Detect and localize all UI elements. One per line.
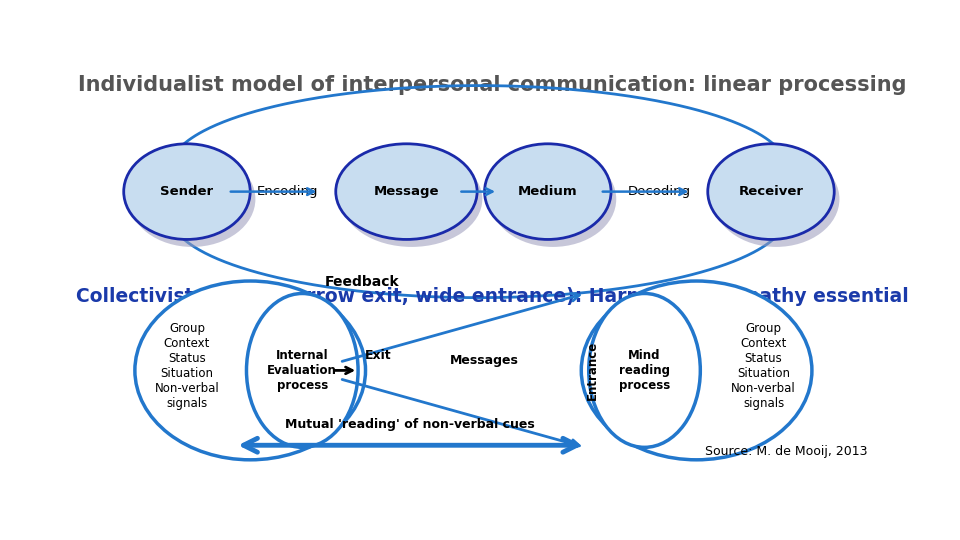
Ellipse shape — [134, 281, 366, 460]
Ellipse shape — [341, 151, 482, 247]
Text: Entrance: Entrance — [586, 341, 599, 400]
Text: Feedback: Feedback — [324, 275, 399, 289]
Text: Messages: Messages — [450, 354, 519, 367]
Ellipse shape — [124, 144, 251, 239]
Text: Message: Message — [373, 185, 439, 198]
Text: Decoding: Decoding — [628, 185, 691, 198]
Text: Individualist model of interpersonal communication: linear processing: Individualist model of interpersonal com… — [78, 75, 906, 95]
Text: Mind
reading
process: Mind reading process — [619, 349, 670, 392]
Text: Collectivist model (narrow exit, wide entrance): Harmony & empathy essential: Collectivist model (narrow exit, wide en… — [76, 287, 908, 306]
Ellipse shape — [490, 151, 616, 247]
Text: Receiver: Receiver — [738, 185, 804, 198]
Ellipse shape — [581, 281, 812, 460]
Ellipse shape — [336, 144, 477, 239]
Text: Exit: Exit — [365, 349, 392, 362]
Text: Mutual 'reading' of non-verbal cues: Mutual 'reading' of non-verbal cues — [285, 418, 535, 431]
Text: Group
Context
Status
Situation
Non-verbal
signals: Group Context Status Situation Non-verba… — [155, 322, 219, 410]
Ellipse shape — [588, 294, 700, 447]
Text: Group
Context
Status
Situation
Non-verbal
signals: Group Context Status Situation Non-verba… — [732, 322, 796, 410]
Ellipse shape — [247, 294, 358, 447]
Ellipse shape — [708, 144, 834, 239]
Text: Medium: Medium — [518, 185, 578, 198]
Text: Encoding: Encoding — [256, 185, 318, 198]
Ellipse shape — [713, 151, 839, 247]
Ellipse shape — [129, 151, 255, 247]
Text: Source: M. de Mooij, 2013: Source: M. de Mooij, 2013 — [705, 445, 867, 458]
Text: Internal
Evaluation
process: Internal Evaluation process — [267, 349, 337, 392]
Ellipse shape — [485, 144, 611, 239]
Text: Sender: Sender — [160, 185, 213, 198]
